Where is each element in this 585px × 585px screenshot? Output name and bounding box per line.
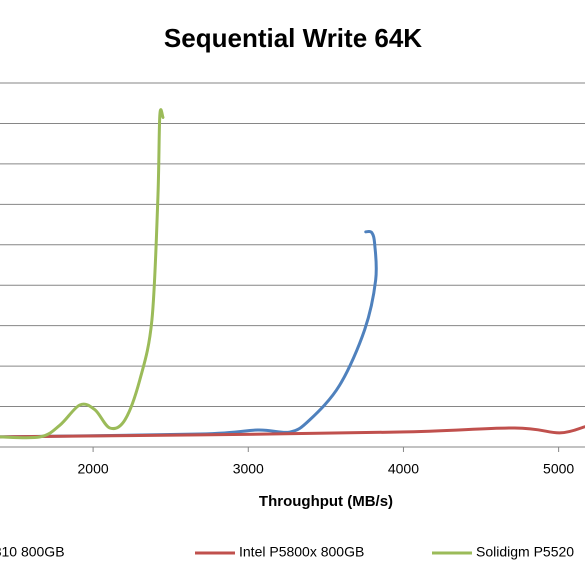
x-axis-title: Throughput (MB/s) xyxy=(259,493,393,510)
x-tick-label: 2000 xyxy=(78,461,109,477)
x-tick-label: 4000 xyxy=(388,461,419,477)
chart-title: Sequential Write 64K xyxy=(164,23,422,53)
legend-label: Intel P5800x 800GB xyxy=(239,544,364,560)
series-line xyxy=(0,108,165,440)
series-line xyxy=(0,425,585,439)
legend-label: Solidigm P5810 800GB xyxy=(0,544,65,560)
legend-label: Solidigm P5520 xyxy=(476,544,574,560)
x-tick-label: 5000 xyxy=(543,461,574,477)
x-tick-label: 3000 xyxy=(233,461,264,477)
